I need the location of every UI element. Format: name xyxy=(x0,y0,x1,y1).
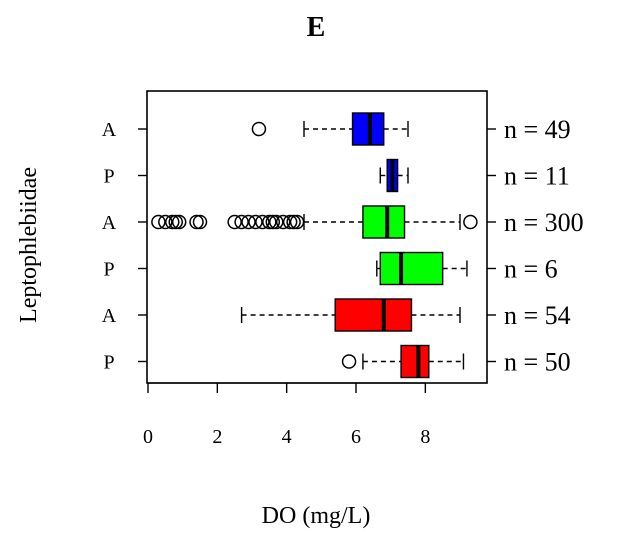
count-label: n = 50 xyxy=(504,348,571,377)
x-axis: 0 2 4 6 8 xyxy=(143,382,430,448)
outlier-point xyxy=(251,121,267,137)
box-group xyxy=(151,205,478,239)
x-tick-label: 4 xyxy=(282,426,292,448)
outlier-point xyxy=(168,214,183,230)
outlier-point xyxy=(227,214,242,230)
outlier-point xyxy=(248,214,263,230)
box xyxy=(362,205,406,239)
outlier-point xyxy=(189,214,204,230)
plot-frame xyxy=(146,90,488,384)
y-tick-label: P xyxy=(103,259,114,281)
count-label: n = 300 xyxy=(504,208,584,237)
box-group xyxy=(341,344,465,379)
outlier-point xyxy=(151,214,166,230)
outlier-point xyxy=(165,214,180,230)
x-tick-label: 8 xyxy=(420,426,430,448)
box xyxy=(400,344,430,379)
x-tick-label: 6 xyxy=(351,426,361,448)
outlier-point xyxy=(289,214,305,230)
y-axis-label: Leptophlebiidae xyxy=(16,167,42,323)
boxes-layer xyxy=(151,112,478,379)
x-tick-label: 0 xyxy=(143,426,153,448)
outlier-point xyxy=(192,214,208,230)
box-group xyxy=(240,298,461,332)
outlier-point xyxy=(463,214,478,230)
outlier-point xyxy=(269,214,284,230)
y-tick-label: P xyxy=(103,166,114,188)
outlier-point xyxy=(275,214,291,230)
outlier-point xyxy=(158,214,173,230)
count-label: n = 54 xyxy=(504,301,571,330)
count-label: n = 6 xyxy=(504,255,558,284)
count-label: n = 11 xyxy=(504,162,570,191)
box-group xyxy=(251,112,409,146)
box xyxy=(379,251,444,286)
x-axis-label: DO (mg/L) xyxy=(262,503,371,529)
chart-title: E xyxy=(307,12,326,43)
y-tick-label: A xyxy=(102,212,117,234)
outlier-point xyxy=(262,214,277,230)
x-tick-label: 2 xyxy=(212,426,222,448)
outlier-point xyxy=(241,214,256,230)
box-group xyxy=(376,251,468,286)
count-label: n = 49 xyxy=(504,115,571,144)
outlier-point xyxy=(282,214,298,230)
outlier-point xyxy=(255,214,270,230)
outlier-point xyxy=(234,214,249,230)
box xyxy=(334,298,413,332)
y-tick-label: A xyxy=(102,305,117,327)
y-tick-label: P xyxy=(103,352,114,374)
y-axis: A P A P A P xyxy=(102,119,147,374)
count-axis: n = 49 n = 11 n = 300 n = 6 n = 54 n = 50 xyxy=(487,115,584,377)
box-group xyxy=(379,158,409,193)
outlier-point xyxy=(286,214,301,230)
outlier-point xyxy=(171,214,187,230)
outlier-point xyxy=(341,354,357,369)
outlier-point xyxy=(265,214,281,230)
y-tick-label: A xyxy=(102,119,117,141)
